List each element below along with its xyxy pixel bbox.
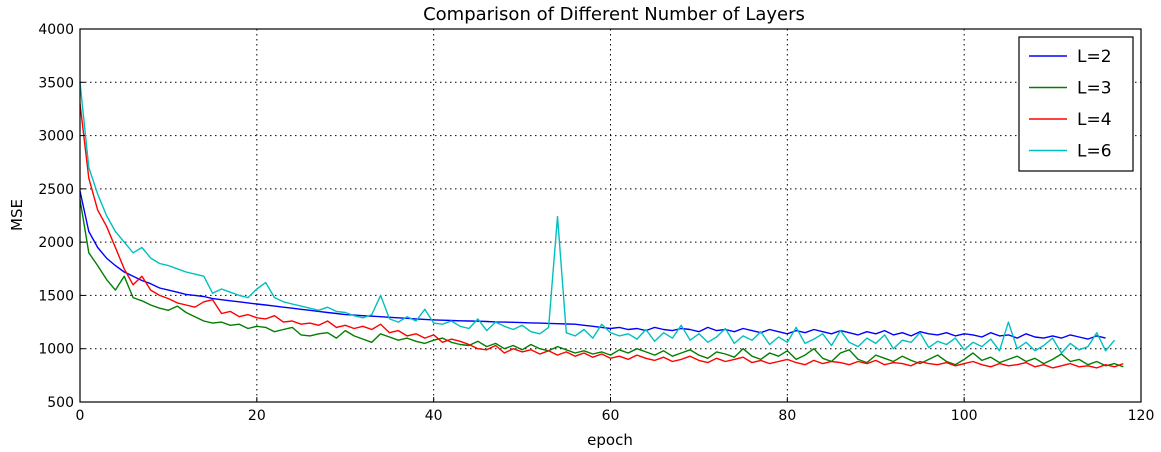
legend-label: L=3 xyxy=(1077,79,1112,99)
legend-box xyxy=(1018,36,1134,172)
y-tick-label: 3500 xyxy=(38,75,74,91)
series-line-1 xyxy=(79,190,1106,340)
y-tick-label: 1500 xyxy=(38,288,74,304)
x-tick-label: 120 xyxy=(1128,408,1155,424)
legend: L=2 L=3 L=4 L=6 xyxy=(1018,36,1134,172)
y-axis-label: MSE xyxy=(8,199,26,231)
legend-label: L=6 xyxy=(1077,142,1112,162)
x-axis-label: epoch xyxy=(587,431,633,449)
x-tick-label: 40 xyxy=(425,408,443,424)
legend-label: L=4 xyxy=(1077,110,1112,130)
y-tick-label: 1000 xyxy=(38,342,74,358)
x-tick-label: 20 xyxy=(248,408,266,424)
x-tick-label: 0 xyxy=(76,408,85,424)
y-tick-label: 500 xyxy=(47,395,74,411)
x-tick-label: 80 xyxy=(778,408,796,424)
series-line-3 xyxy=(79,103,1124,369)
chart-title: Comparison of Different Number of Layers xyxy=(423,4,805,25)
axis-ticks: 0 20 40 60 80 100 120 500 1000 1500 2000 2500 3000 35… xyxy=(38,22,1154,424)
x-tick-label: 100 xyxy=(951,408,978,424)
series-lines xyxy=(79,82,1124,369)
y-tick-label: 4000 xyxy=(38,22,74,38)
y-tick-label: 2000 xyxy=(38,235,74,251)
x-tick-label: 60 xyxy=(602,408,620,424)
series-line-4 xyxy=(79,82,1116,354)
y-tick-label: 3000 xyxy=(38,129,74,145)
legend-label: L=2 xyxy=(1077,47,1112,67)
series-line-2 xyxy=(79,199,1124,368)
y-tick-label: 2500 xyxy=(38,182,74,198)
